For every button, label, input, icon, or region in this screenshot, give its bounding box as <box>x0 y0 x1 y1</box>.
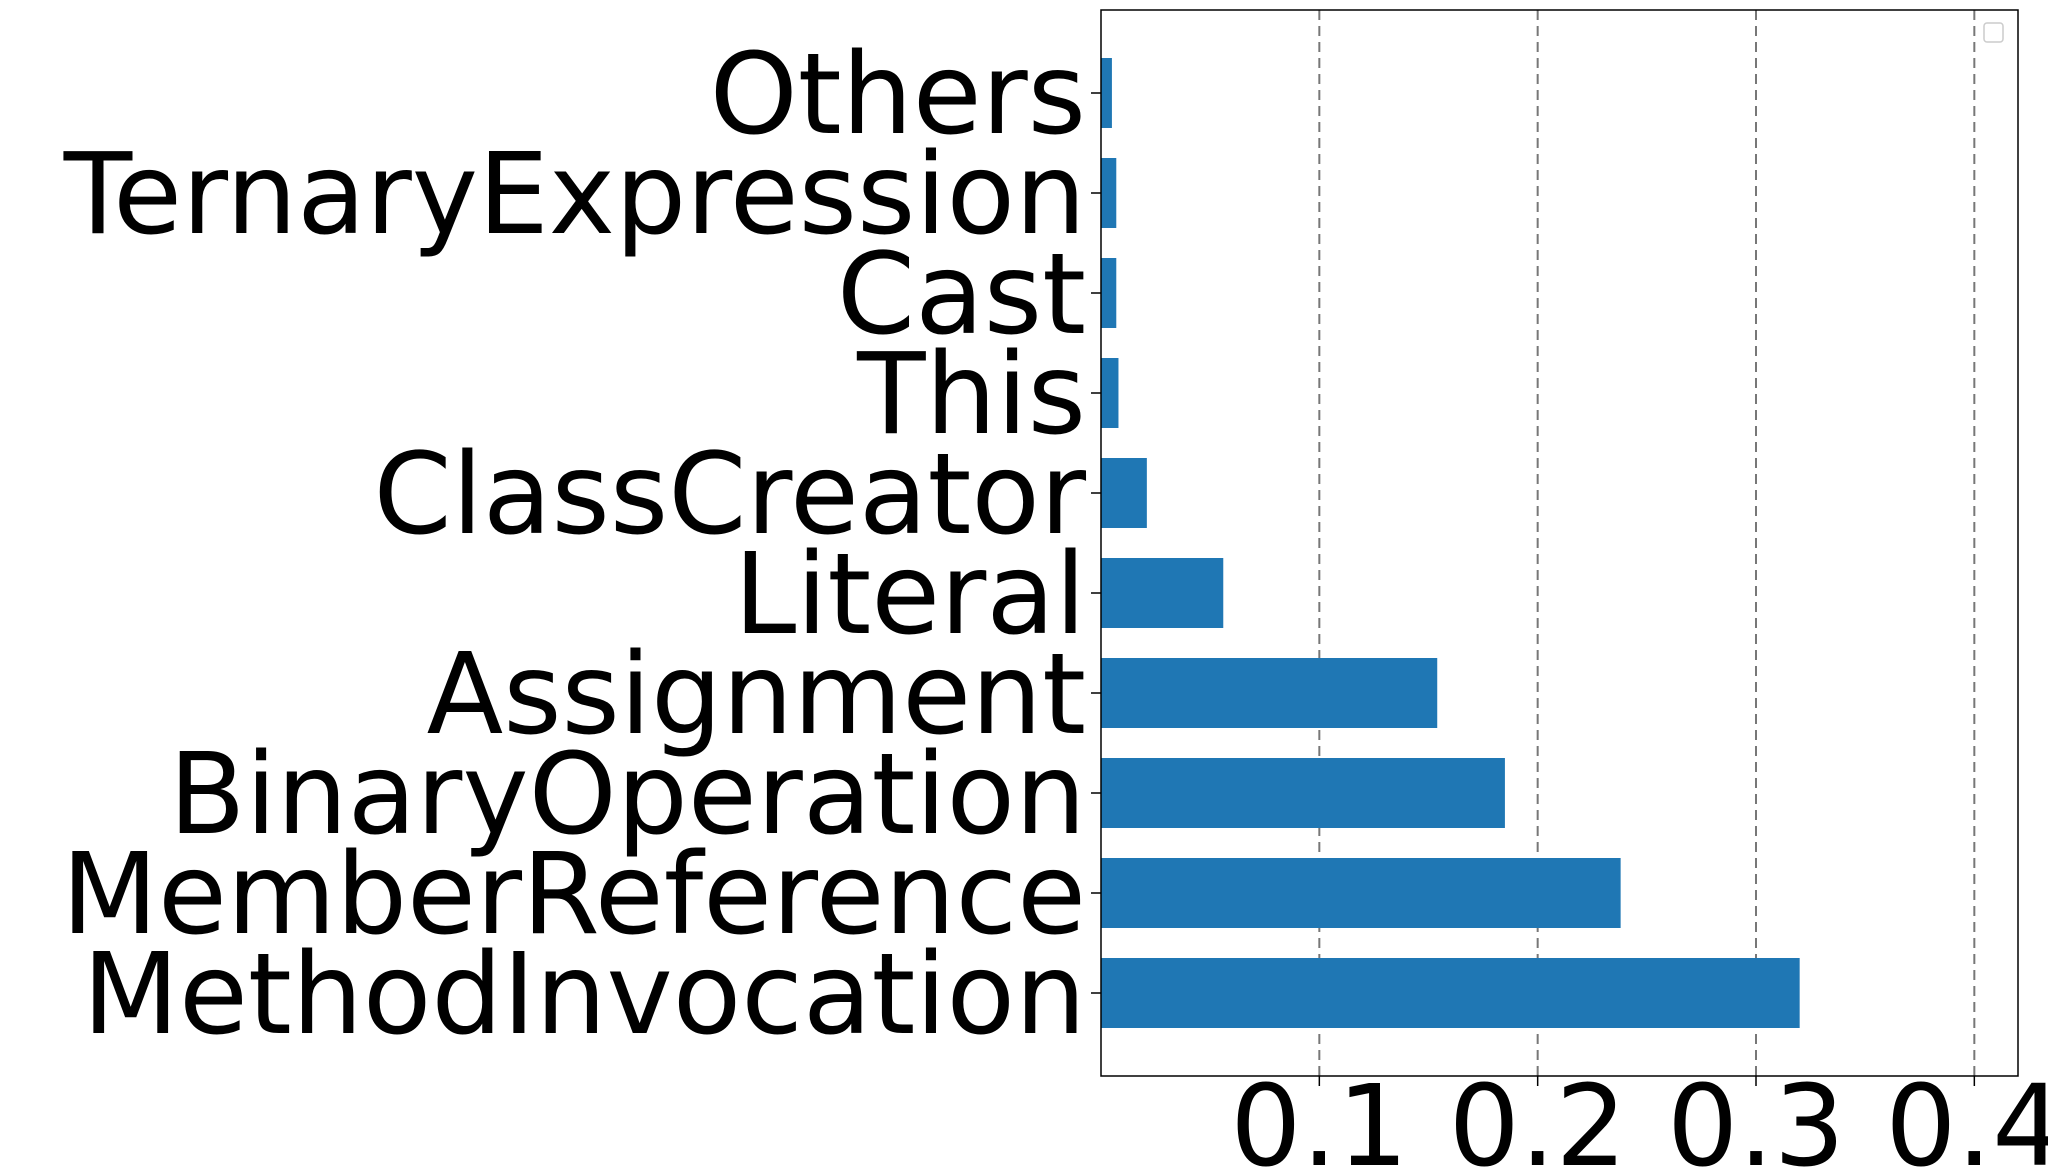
y-tick-label: ClassCreator <box>374 430 1087 560</box>
y-tick-label: BinaryOperation <box>169 730 1086 860</box>
y-tick-label: TernaryExpression <box>63 130 1086 260</box>
bar <box>1101 558 1224 628</box>
x-tick-label: 0.2 <box>1449 1062 1627 1173</box>
y-tick-label: Cast <box>837 230 1086 360</box>
legend-box <box>1983 22 2004 43</box>
x-tick-label: 0.4 <box>1885 1062 2048 1173</box>
bar <box>1101 458 1147 528</box>
y-tick-label: Others <box>710 30 1086 160</box>
y-tick-labels: MethodInvocationMemberReferenceBinaryOpe… <box>61 30 1101 1060</box>
bar <box>1101 758 1505 828</box>
y-tick-label: This <box>856 330 1086 460</box>
x-tick-labels: 0.1 0.2 0.3 0.4 <box>1230 1062 2048 1173</box>
x-tick-label: 0.1 <box>1230 1062 1408 1173</box>
bar <box>1101 958 1800 1028</box>
bar <box>1101 258 1117 328</box>
bar <box>1101 158 1117 228</box>
bar <box>1101 58 1112 128</box>
y-tick-label: MemberReference <box>61 830 1086 960</box>
plot-frame <box>1100 9 2019 1077</box>
y-tick-label: Literal <box>734 530 1086 660</box>
x-tick-label: 0.3 <box>1667 1062 1845 1173</box>
bar <box>1101 658 1438 728</box>
y-tick-label: Assignment <box>427 630 1086 760</box>
y-tick-label: MethodInvocation <box>82 930 1086 1060</box>
bar <box>1101 358 1119 428</box>
bars <box>1101 58 1800 1028</box>
bar <box>1101 858 1621 928</box>
